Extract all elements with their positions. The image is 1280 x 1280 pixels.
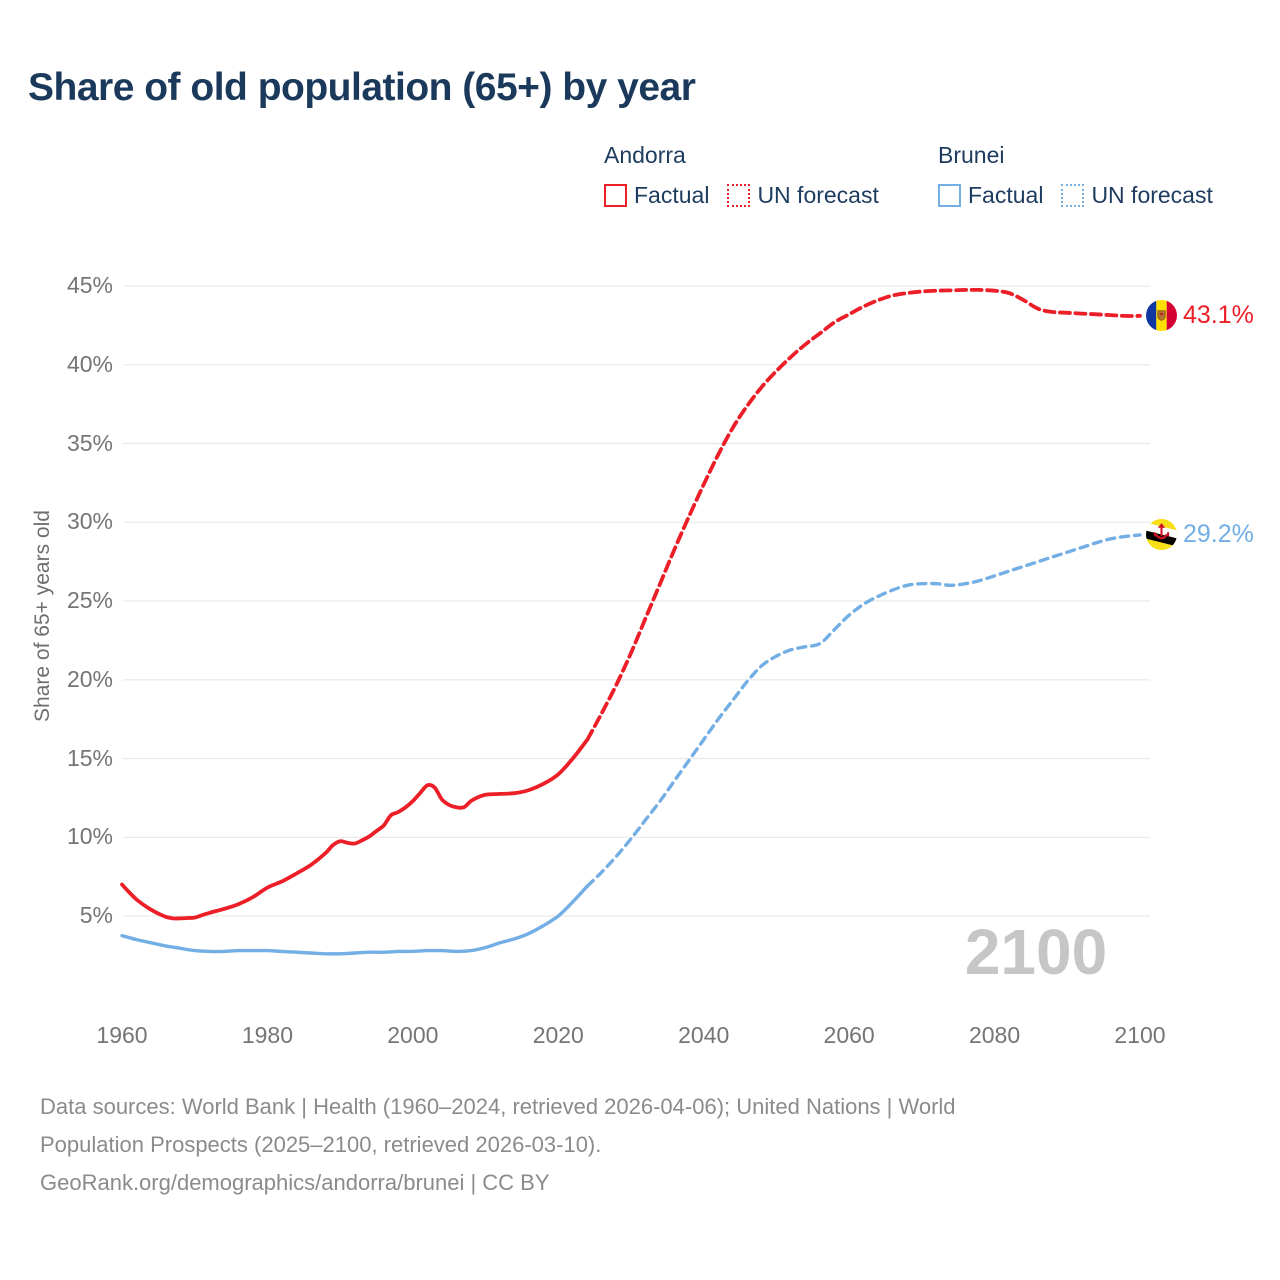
footer-line-1: Data sources: World Bank | Health (1960–… xyxy=(40,1094,956,1119)
legend-row-andorra: Factual UN forecast xyxy=(604,182,879,209)
y-tick-20%: 20% xyxy=(66,665,113,692)
y-tick-5%: 5% xyxy=(79,902,113,928)
y-tick-30%: 30% xyxy=(66,508,113,535)
andorra-end-label: 43.1% xyxy=(1146,300,1254,332)
footer-line-2: Population Prospects (2025–2100, retriev… xyxy=(40,1132,602,1157)
y-tick-40%: 40% xyxy=(66,350,113,377)
andorra-flag-icon xyxy=(1146,300,1177,332)
y-tick-15%: 15% xyxy=(66,744,113,771)
legend-item-label: Factual xyxy=(634,182,710,208)
y-tick-35%: 35% xyxy=(66,429,113,456)
legend-item-andorra-factual[interactable]: Factual xyxy=(604,182,709,209)
x-tick-1960: 1960 xyxy=(96,1022,148,1048)
series-brunei-factual xyxy=(120,884,590,956)
x-tick-2000: 2000 xyxy=(387,1022,439,1048)
series-andorra-factual xyxy=(120,737,590,921)
x-tick-2080: 2080 xyxy=(968,1022,1021,1048)
x-tick-2040: 2040 xyxy=(678,1022,730,1048)
andorra-end-value: 43.1% xyxy=(1183,301,1254,330)
legend-item-label: UN forecast xyxy=(757,182,879,208)
y-tick-25%: 25% xyxy=(66,587,113,613)
legend-item-label: Factual xyxy=(968,182,1044,208)
watermark-year: 2100 xyxy=(965,916,1107,988)
series-andorra-un-forecast xyxy=(585,287,1142,742)
legend-group-brunei: Brunei Factual UN forecast xyxy=(938,142,1213,209)
legend-item-label: UN forecast xyxy=(1091,182,1213,208)
brunei-forecast-swatch-icon xyxy=(1061,184,1085,207)
footer-line-3: GeoRank.org/demographics/andorra/brunei … xyxy=(40,1170,550,1195)
legend-item-andorra-forecast[interactable]: UN forecast xyxy=(727,182,879,209)
brunei-end-value: 29.2% xyxy=(1183,520,1254,549)
brunei-factual-swatch-icon xyxy=(938,184,961,207)
andorra-factual-swatch-icon xyxy=(604,184,627,207)
legend-item-brunei-factual[interactable]: Factual xyxy=(938,182,1043,209)
y-tick-45%: 45% xyxy=(66,272,113,298)
legend-header-brunei: Brunei xyxy=(938,142,1005,168)
x-tick-2100: 2100 xyxy=(1114,1022,1166,1048)
legend-group-andorra: Andorra Factual UN forecast xyxy=(604,142,879,209)
legend-item-brunei-forecast[interactable]: UN forecast xyxy=(1061,182,1213,209)
x-tick-2020: 2020 xyxy=(532,1022,584,1048)
footer-attribution: Data sources: World Bank | Health (1960–… xyxy=(40,1088,956,1202)
legend-header-andorra: Andorra xyxy=(604,142,686,168)
x-tick-1980: 1980 xyxy=(241,1022,293,1048)
x-tick-2060: 2060 xyxy=(823,1022,875,1048)
andorra-forecast-swatch-icon xyxy=(727,184,751,207)
brunei-flag-icon xyxy=(1146,519,1177,551)
page-title: Share of old population (65+) by year xyxy=(28,66,696,109)
legend-row-brunei: Factual UN forecast xyxy=(938,182,1213,209)
series-brunei-un-forecast xyxy=(585,533,1142,888)
y-tick-10%: 10% xyxy=(66,823,113,850)
brunei-end-label: 29.2% xyxy=(1146,519,1254,551)
